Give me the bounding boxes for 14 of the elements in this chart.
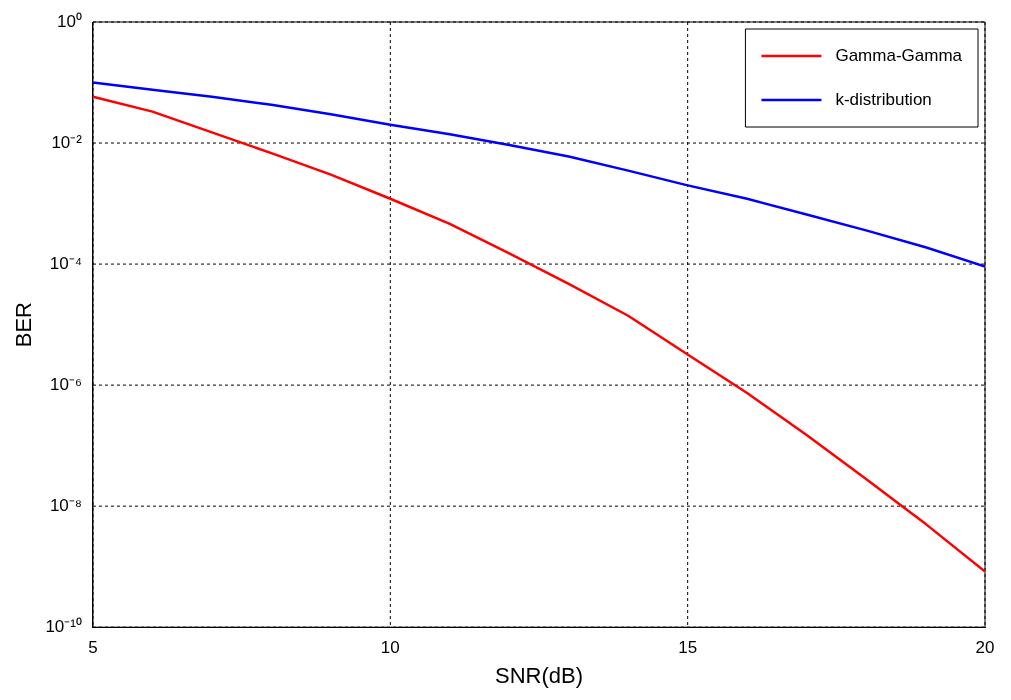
y-tick-label: 10⁻¹⁰ xyxy=(45,616,82,636)
y-tick-label: 10⁻⁶ xyxy=(50,374,82,394)
x-tick-label: 15 xyxy=(678,638,698,658)
x-tick-label: 20 xyxy=(975,638,995,658)
y-tick-label: 10⁻⁸ xyxy=(49,495,82,515)
y-tick-label: 10⁻⁴ xyxy=(49,253,82,273)
x-tick-label: 10 xyxy=(380,638,400,658)
y-tick-label: 10⁰ xyxy=(57,11,82,31)
x-axis-title: SNR(dB) xyxy=(494,662,583,688)
x-tick-label: 5 xyxy=(88,638,98,658)
y-tick-label: 10⁻² xyxy=(51,132,83,152)
legend-label: k-distribution xyxy=(835,89,932,109)
legend-label: Gamma-Gamma xyxy=(835,45,963,65)
y-axis-title: BER xyxy=(11,301,37,348)
